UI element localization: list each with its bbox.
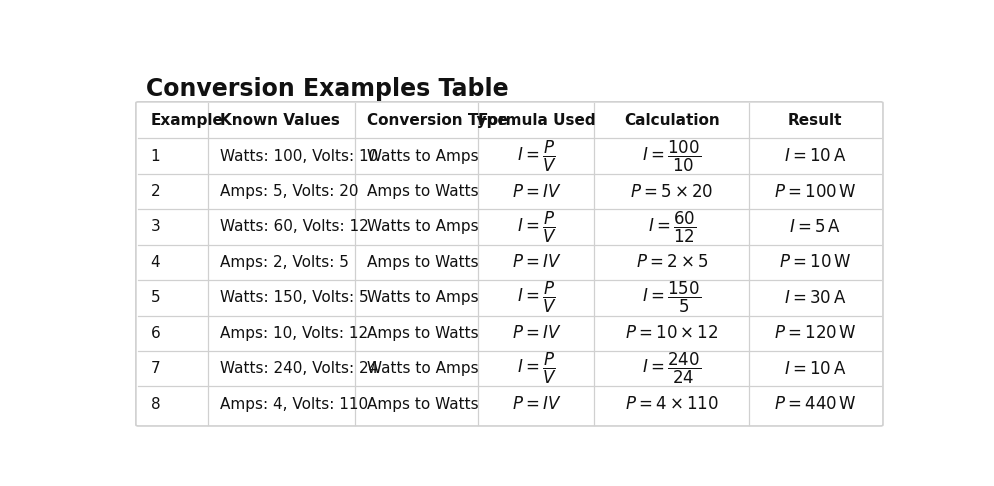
Text: 8: 8	[151, 397, 160, 412]
Text: Watts: 60, Volts: 12: Watts: 60, Volts: 12	[221, 220, 369, 234]
Text: $I = \dfrac{150}{5}$: $I = \dfrac{150}{5}$	[642, 280, 702, 315]
Text: Amps to Watts: Amps to Watts	[367, 255, 479, 270]
Text: 7: 7	[151, 361, 160, 376]
Text: 1: 1	[151, 149, 160, 164]
Text: Amps: 5, Volts: 20: Amps: 5, Volts: 20	[221, 184, 359, 199]
Text: $P = IV$: $P = IV$	[512, 253, 562, 271]
Text: $I = \dfrac{P}{V}$: $I = \dfrac{P}{V}$	[517, 280, 557, 315]
Text: $P = 2 \times 5$: $P = 2 \times 5$	[635, 253, 708, 271]
Text: Watts to Amps: Watts to Amps	[367, 361, 479, 376]
Text: Watts to Amps: Watts to Amps	[367, 290, 479, 305]
Text: Watts to Amps: Watts to Amps	[367, 220, 479, 234]
Text: $P = 440\,\mathrm{W}$: $P = 440\,\mathrm{W}$	[773, 395, 856, 413]
Text: Example: Example	[151, 113, 224, 128]
Text: Amps: 4, Volts: 110: Amps: 4, Volts: 110	[221, 397, 369, 412]
Text: $I = \dfrac{100}{10}$: $I = \dfrac{100}{10}$	[642, 139, 702, 174]
Text: 6: 6	[151, 326, 160, 341]
Text: 4: 4	[151, 255, 160, 270]
Text: $P = 5 \times 20$: $P = 5 \times 20$	[630, 183, 714, 201]
Text: $I = \dfrac{P}{V}$: $I = \dfrac{P}{V}$	[517, 351, 557, 386]
Text: $I = \dfrac{240}{24}$: $I = \dfrac{240}{24}$	[642, 351, 702, 386]
Text: Amps: 10, Volts: 12: Amps: 10, Volts: 12	[221, 326, 369, 341]
Text: $I = 5\,\mathrm{A}$: $I = 5\,\mathrm{A}$	[789, 218, 841, 236]
Text: $I = \dfrac{P}{V}$: $I = \dfrac{P}{V}$	[517, 139, 557, 174]
Text: Conversion Examples Table: Conversion Examples Table	[146, 77, 509, 101]
Text: 3: 3	[151, 220, 160, 234]
Text: $P = IV$: $P = IV$	[512, 183, 562, 201]
Text: 5: 5	[151, 290, 160, 305]
Text: $P = 4 \times 110$: $P = 4 \times 110$	[625, 395, 719, 413]
Text: $I = 30\,\mathrm{A}$: $I = 30\,\mathrm{A}$	[783, 289, 846, 307]
Text: $I = 10\,\mathrm{A}$: $I = 10\,\mathrm{A}$	[783, 360, 846, 378]
Text: $I = \dfrac{P}{V}$: $I = \dfrac{P}{V}$	[517, 209, 557, 244]
Text: $I = \dfrac{60}{12}$: $I = \dfrac{60}{12}$	[648, 209, 696, 244]
Text: Watts: 100, Volts: 10: Watts: 100, Volts: 10	[221, 149, 379, 164]
Text: Amps to Watts: Amps to Watts	[367, 397, 479, 412]
Text: $P = 10\,\mathrm{W}$: $P = 10\,\mathrm{W}$	[779, 253, 851, 271]
Text: Conversion Type: Conversion Type	[367, 113, 508, 128]
Text: Formula Used: Formula Used	[478, 113, 595, 128]
Text: $P = IV$: $P = IV$	[512, 324, 562, 342]
Text: Watts to Amps: Watts to Amps	[367, 149, 479, 164]
Text: Result: Result	[787, 113, 842, 128]
Text: $P = 120\,\mathrm{W}$: $P = 120\,\mathrm{W}$	[773, 324, 856, 342]
Text: Amps: 2, Volts: 5: Amps: 2, Volts: 5	[221, 255, 349, 270]
Text: Known Values: Known Values	[221, 113, 340, 128]
Text: Watts: 240, Volts: 24: Watts: 240, Volts: 24	[221, 361, 379, 376]
Text: 2: 2	[151, 184, 160, 199]
FancyBboxPatch shape	[136, 102, 883, 426]
Text: $P = 10 \times 12$: $P = 10 \times 12$	[625, 324, 719, 342]
Text: Watts: 150, Volts: 5: Watts: 150, Volts: 5	[221, 290, 369, 305]
Text: Amps to Watts: Amps to Watts	[367, 184, 479, 199]
Text: $P = IV$: $P = IV$	[512, 395, 562, 413]
Text: Calculation: Calculation	[624, 113, 720, 128]
Text: Amps to Watts: Amps to Watts	[367, 326, 479, 341]
Text: $P = 100\,\mathrm{W}$: $P = 100\,\mathrm{W}$	[773, 183, 856, 201]
Text: $I = 10\,\mathrm{A}$: $I = 10\,\mathrm{A}$	[783, 147, 846, 165]
